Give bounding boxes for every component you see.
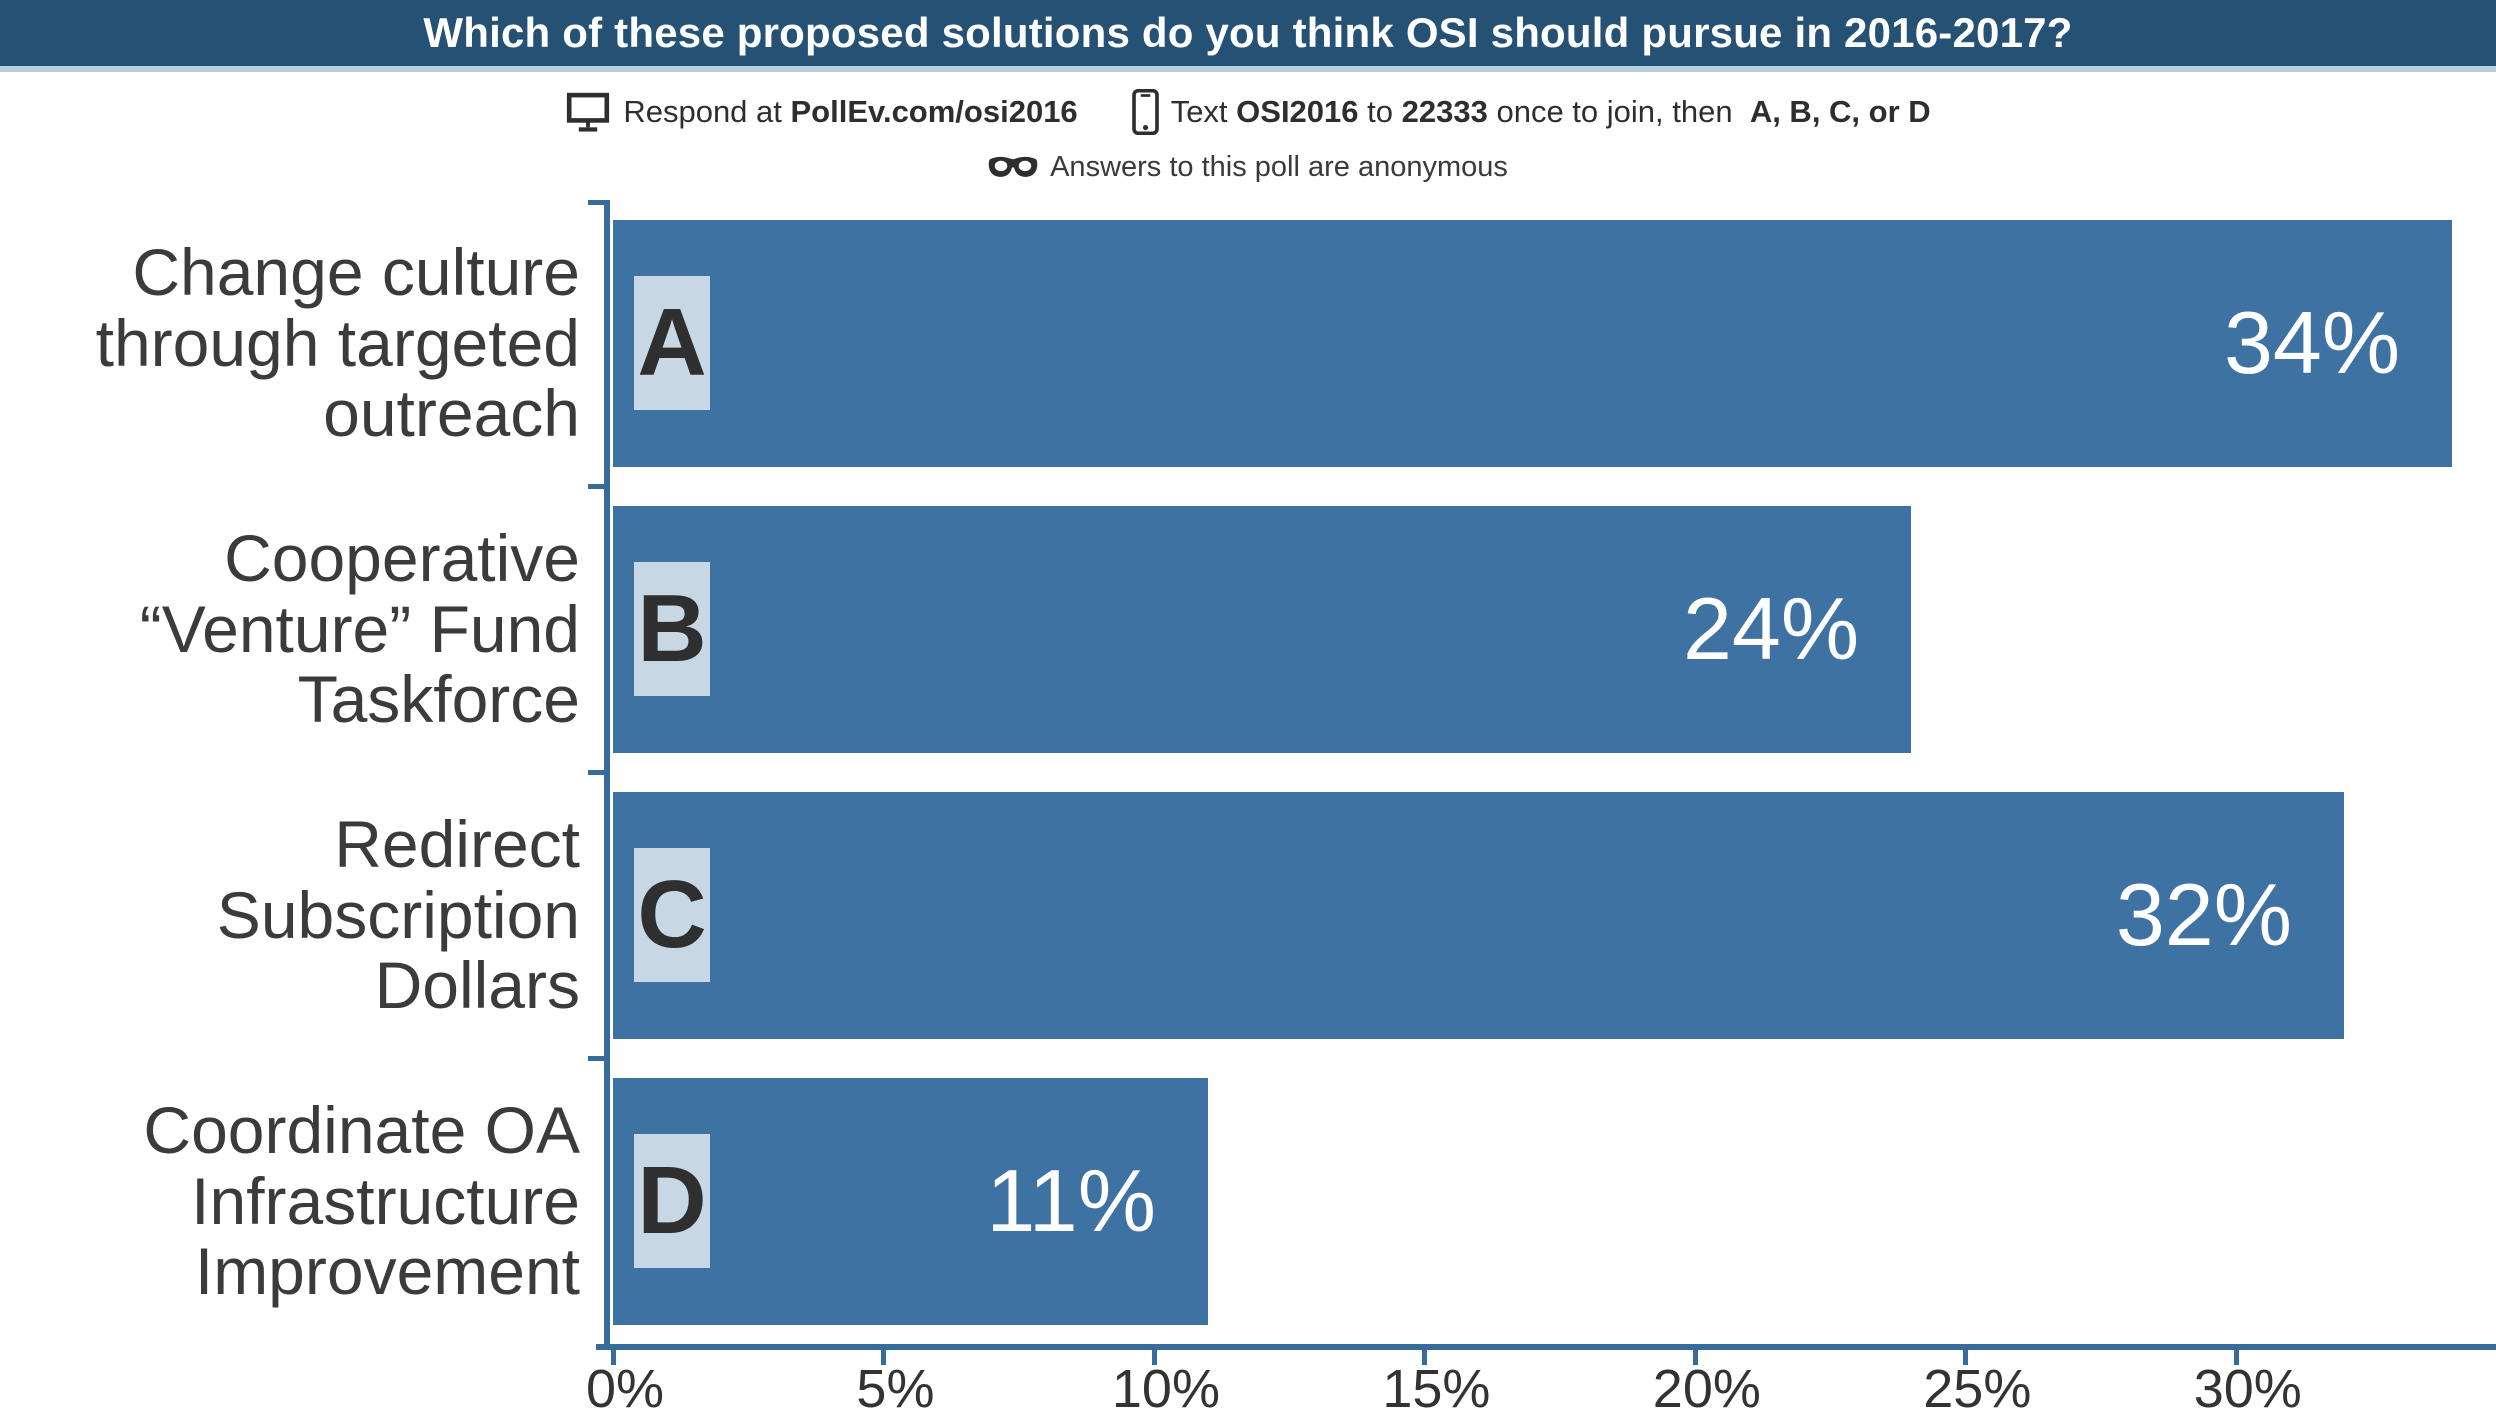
bar-row-b: B 24% bbox=[613, 486, 2490, 772]
sms-seg-2: to bbox=[1358, 94, 1402, 129]
value-label-d: 11% bbox=[986, 1151, 1156, 1250]
result-bar-d: D 11% bbox=[613, 1077, 1208, 1325]
value-label-b: 24% bbox=[1682, 579, 1860, 678]
x-axis-tick-0 bbox=[611, 1350, 616, 1365]
y-axis-category-tick-1 bbox=[588, 484, 605, 489]
anonymous-note-line: Answers to this poll are anonymous bbox=[0, 146, 2496, 188]
bar-rows: A 34% B 24% C 32% D 11% bbox=[613, 200, 2490, 1344]
value-label-c: 32% bbox=[2115, 865, 2292, 964]
option-letter-badge-b: B bbox=[634, 562, 710, 696]
sms-seg-4: once to join, then bbox=[1487, 94, 1750, 129]
x-axis-tick-label-25: 25% bbox=[1923, 1359, 2032, 1419]
value-label-a: 34% bbox=[2223, 293, 2401, 392]
y-axis-category-tick-0 bbox=[588, 200, 605, 205]
y-axis-category-tick-2 bbox=[588, 770, 605, 775]
x-axis-tick-25 bbox=[1963, 1350, 1969, 1365]
bar-row-a: A 34% bbox=[613, 200, 2490, 486]
result-bar-b: B 24% bbox=[613, 505, 1912, 753]
respond-seg-0: Respond at bbox=[623, 94, 791, 129]
monitor-icon bbox=[567, 92, 610, 132]
x-axis-line bbox=[596, 1344, 2496, 1350]
poll-results-bar-chart: Change culture through targeted outreach Co… bbox=[0, 200, 2496, 1419]
bar-row-d: D 11% bbox=[613, 1058, 2490, 1344]
sms-text: Text OSI2016 to 22333 once to join, then… bbox=[1171, 94, 1931, 130]
category-axis-labels: Change culture through targeted outreach Co… bbox=[0, 200, 588, 1344]
poll-title-bar: Which of these proposed solutions do you… bbox=[0, 0, 2496, 72]
result-bar-a: A 34% bbox=[613, 219, 2453, 467]
join-instructions-line: Respond at PollEv.com/osi2016 Text OSI20… bbox=[0, 84, 2496, 140]
x-axis-tick-10 bbox=[1151, 1350, 1157, 1365]
option-letter-badge-d: D bbox=[634, 1134, 710, 1268]
x-axis-tick-label-20: 20% bbox=[1652, 1359, 1761, 1419]
category-label-a: Change culture through targeted outreach bbox=[95, 235, 580, 451]
y-axis-category-tick-3 bbox=[588, 1056, 605, 1061]
x-axis-tick-label-30: 30% bbox=[2193, 1359, 2302, 1419]
x-axis-tick-15 bbox=[1422, 1350, 1428, 1365]
sms-seg-1: OSI2016 bbox=[1236, 94, 1359, 129]
x-axis-tick-label-10: 10% bbox=[1111, 1359, 1220, 1419]
respond-web-instruction: Respond at PollEv.com/osi2016 bbox=[565, 89, 1078, 135]
poll-question-title: Which of these proposed solutions do you… bbox=[423, 9, 2073, 56]
sms-seg-5: A, B, C, or D bbox=[1749, 94, 1931, 129]
sms-seg-3: 22333 bbox=[1401, 94, 1488, 129]
category-label-c: Redirect Subscription Dollars bbox=[216, 807, 580, 1023]
result-bar-c: C 32% bbox=[613, 791, 2344, 1039]
smartphone-icon bbox=[1131, 89, 1159, 135]
respond-seg-1: PollEv.com/osi2016 bbox=[790, 94, 1078, 129]
x-axis-tick-20 bbox=[1692, 1350, 1698, 1365]
x-axis-tick-label-5: 5% bbox=[856, 1359, 935, 1419]
x-axis-tick-5 bbox=[881, 1350, 887, 1365]
respond-sms-instruction: Text OSI2016 to 22333 once to join, then… bbox=[1131, 89, 1931, 135]
y-axis-line bbox=[604, 200, 610, 1350]
option-letter-badge-c: C bbox=[634, 848, 710, 982]
bar-row-c: C 32% bbox=[613, 772, 2490, 1058]
x-axis-tick-label-0: 0% bbox=[585, 1359, 665, 1419]
x-axis-tick-label-15: 15% bbox=[1382, 1359, 1491, 1419]
option-letter-badge-a: A bbox=[634, 276, 710, 410]
x-axis-tick-30 bbox=[2233, 1350, 2239, 1365]
mask-icon bbox=[988, 156, 1038, 177]
poll-instructions: Respond at PollEv.com/osi2016 Text OSI20… bbox=[0, 84, 2496, 188]
category-label-b: Cooperative “Venture” Fund Taskforce bbox=[139, 521, 580, 737]
sms-seg-0: Text bbox=[1170, 94, 1237, 129]
anonymous-note: Answers to this poll are anonymous bbox=[1050, 150, 1508, 183]
category-label-d: Coordinate OA Infrastructure Improvement bbox=[143, 1093, 580, 1309]
respond-text: Respond at PollEv.com/osi2016 bbox=[623, 94, 1077, 130]
